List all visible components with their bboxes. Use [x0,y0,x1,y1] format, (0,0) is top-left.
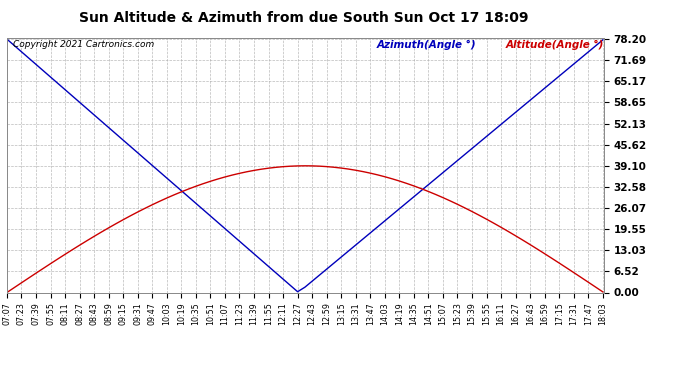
Text: Sun Altitude & Azimuth from due South Sun Oct 17 18:09: Sun Altitude & Azimuth from due South Su… [79,11,529,25]
Text: Altitude(Angle °): Altitude(Angle °) [505,40,604,50]
Text: Copyright 2021 Cartronics.com: Copyright 2021 Cartronics.com [13,40,154,49]
Text: Azimuth(Angle °): Azimuth(Angle °) [377,40,484,50]
